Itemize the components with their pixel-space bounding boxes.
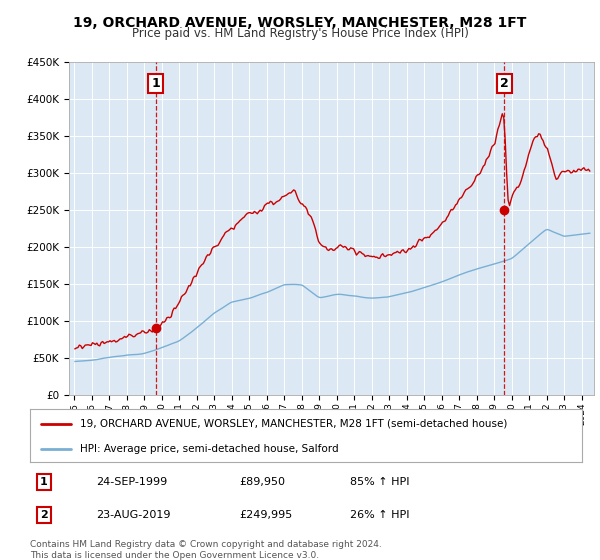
Text: 2: 2: [500, 77, 509, 90]
Text: 26% ↑ HPI: 26% ↑ HPI: [350, 510, 410, 520]
Text: 23-AUG-2019: 23-AUG-2019: [96, 510, 171, 520]
Text: 2: 2: [40, 510, 47, 520]
Text: 19, ORCHARD AVENUE, WORSLEY, MANCHESTER, M28 1FT: 19, ORCHARD AVENUE, WORSLEY, MANCHESTER,…: [73, 16, 527, 30]
Text: 24-SEP-1999: 24-SEP-1999: [96, 477, 167, 487]
Text: Price paid vs. HM Land Registry's House Price Index (HPI): Price paid vs. HM Land Registry's House …: [131, 27, 469, 40]
Text: Contains HM Land Registry data © Crown copyright and database right 2024.
This d: Contains HM Land Registry data © Crown c…: [30, 540, 382, 560]
Text: HPI: Average price, semi-detached house, Salford: HPI: Average price, semi-detached house,…: [80, 444, 338, 454]
Text: 1: 1: [152, 77, 160, 90]
Text: 19, ORCHARD AVENUE, WORSLEY, MANCHESTER, M28 1FT (semi-detached house): 19, ORCHARD AVENUE, WORSLEY, MANCHESTER,…: [80, 419, 507, 429]
Text: 85% ↑ HPI: 85% ↑ HPI: [350, 477, 410, 487]
Text: 1: 1: [40, 477, 47, 487]
Text: £89,950: £89,950: [240, 477, 286, 487]
Text: £249,995: £249,995: [240, 510, 293, 520]
